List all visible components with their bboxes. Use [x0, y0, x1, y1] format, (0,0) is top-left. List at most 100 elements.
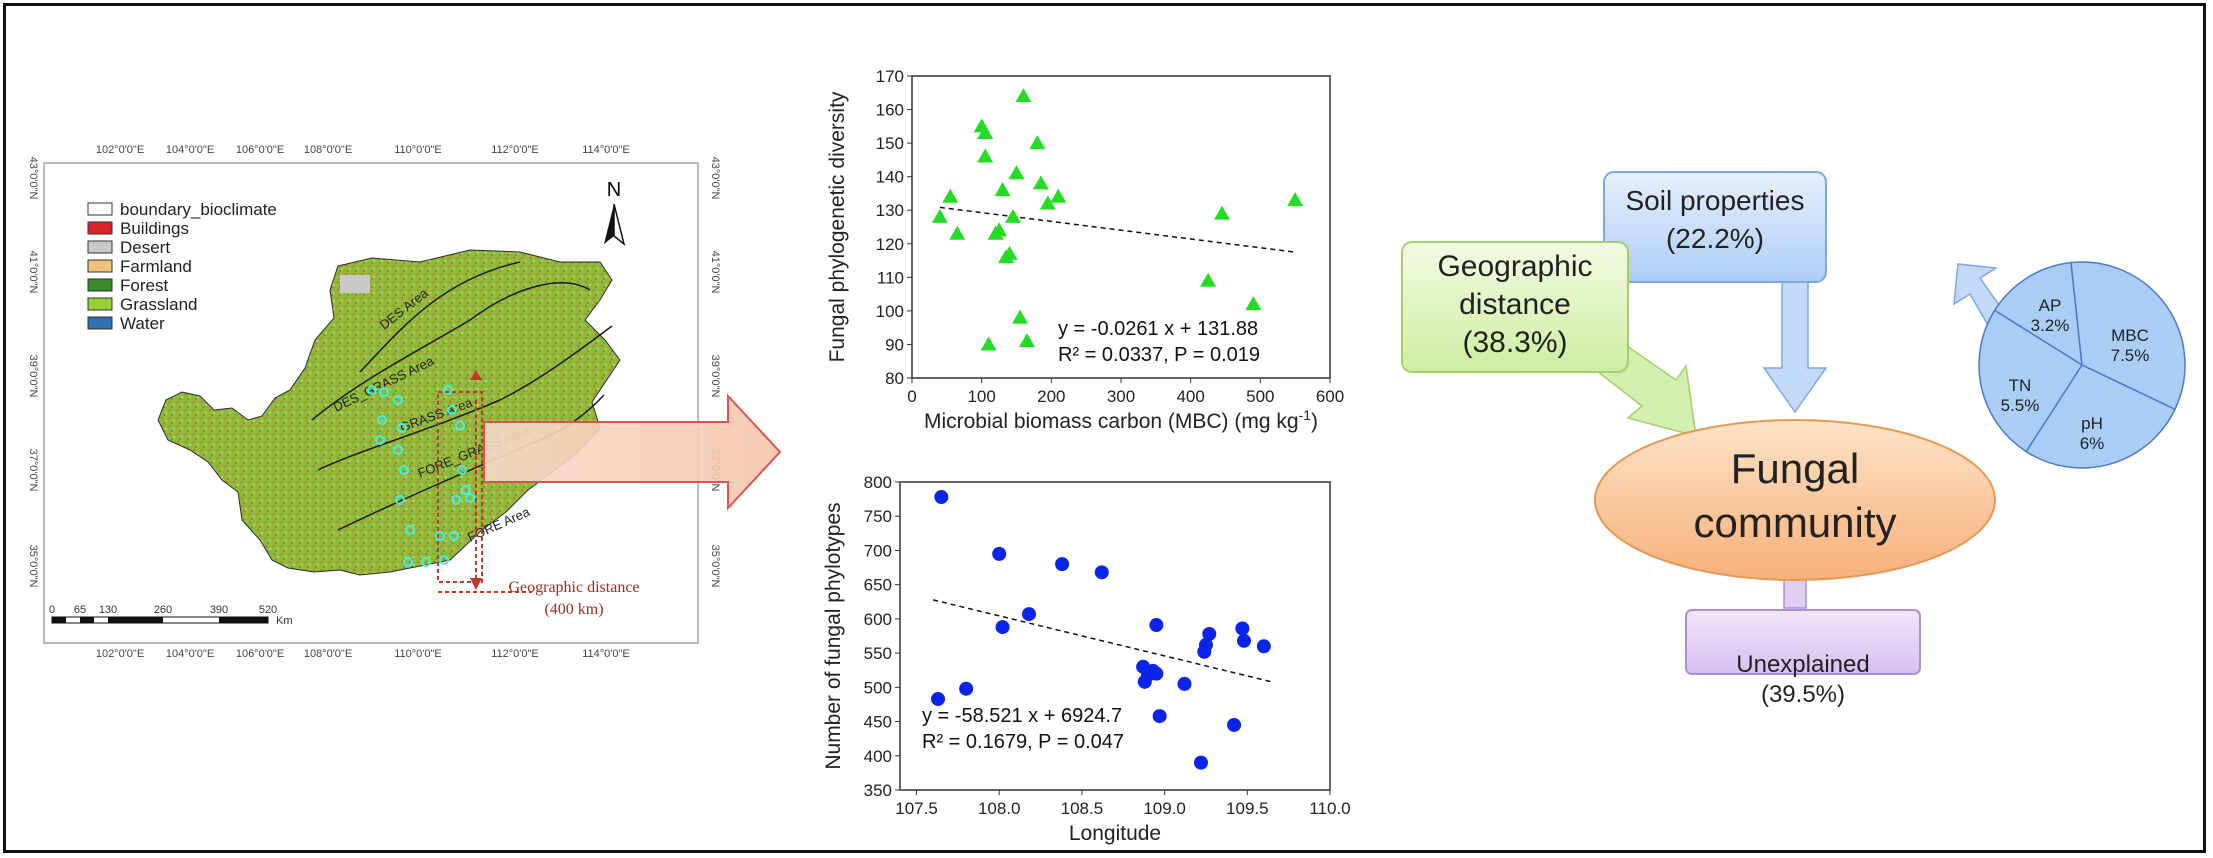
fungal-community-ellipse	[1594, 419, 1996, 581]
arrow-up-icon	[470, 370, 482, 380]
right-tick: 35°0'0"N	[709, 545, 721, 588]
y-tick-label: 130	[876, 201, 904, 220]
y-tick-label: 600	[864, 610, 892, 629]
right-tick: 41°0'0"N	[709, 251, 721, 294]
data-point	[980, 336, 997, 351]
data-point	[1015, 88, 1032, 103]
x-axis-label: Microbial biomass carbon (MBC) (mg kg-1)	[924, 407, 1318, 433]
data-point	[1055, 557, 1070, 572]
geo-value: (38.3%)	[1462, 326, 1568, 359]
top-tick: 104°0'0"E	[166, 144, 214, 156]
y-tick-label: 140	[876, 168, 904, 187]
x-axis-label-main: Microbial biomass carbon (MBC) (mg kg	[924, 410, 1299, 433]
x-tick-label: 600	[1316, 387, 1344, 406]
geo-title: Geographic	[1437, 250, 1593, 283]
pie-slice	[2025, 364, 2176, 469]
y-tick-label: 100	[876, 302, 904, 321]
plot-area	[899, 481, 1331, 791]
x-axis-label: Longitude	[1069, 822, 1161, 845]
y-tick-label: 90	[885, 335, 904, 354]
data-point	[1235, 621, 1250, 636]
legend-swatch	[87, 316, 113, 330]
data-point	[942, 188, 959, 203]
data-point	[1245, 296, 1262, 311]
legend-label: Water	[120, 314, 165, 333]
top-tick: 108°0'0"E	[304, 144, 352, 156]
data-point	[1256, 639, 1271, 654]
data-point	[931, 208, 948, 223]
data-point	[1149, 618, 1164, 633]
legend-swatch	[87, 297, 113, 311]
scale-tick: 130	[99, 604, 117, 616]
data-point	[931, 691, 946, 706]
regression-stats: R² = 0.0337, P = 0.019	[1058, 344, 1260, 366]
y-axis-label: Number of fungal phylotypes	[822, 502, 845, 769]
data-point	[1214, 205, 1231, 220]
regression-stats: R² = 0.1679, P = 0.047	[922, 731, 1124, 753]
data-point	[995, 620, 1010, 635]
y-tick-label: 650	[864, 576, 892, 595]
legend-label: Forest	[120, 276, 168, 295]
x-tick-label: 500	[1246, 387, 1274, 406]
data-point	[1194, 755, 1208, 770]
y-tick-label: 700	[864, 541, 892, 560]
scale-tick: 0	[49, 604, 55, 616]
trend-line	[939, 206, 1296, 253]
unexplained-value: (39.5%)	[1760, 681, 1846, 708]
scale-tick: 520	[259, 604, 277, 616]
y-tick-label: 170	[876, 67, 904, 86]
regression-equation: y = -0.0261 x + 131.88	[1058, 318, 1258, 340]
x-tick-label: 100	[967, 387, 995, 406]
x-axis-label-end: )	[1311, 410, 1318, 433]
data-point	[1032, 175, 1049, 190]
legend-swatch	[87, 278, 113, 292]
bottom-tick: 108°0'0"E	[304, 648, 352, 660]
left-tick: 43°0'0"N	[27, 157, 39, 200]
legend-swatch	[87, 221, 113, 235]
data-point	[991, 222, 1008, 237]
bottom-tick: 104°0'0"E	[166, 648, 214, 660]
north-label: N	[607, 179, 621, 201]
fungal-text: Fungal community	[1595, 442, 1995, 550]
pie-label: AP	[2039, 296, 2062, 315]
data-point	[1029, 135, 1046, 150]
y-tick-label: 150	[876, 134, 904, 153]
scale-unit: Km	[276, 615, 293, 627]
pie-value: 5.5%	[2001, 396, 2040, 415]
scale-tick: 390	[210, 604, 228, 616]
data-point	[1149, 666, 1164, 681]
bottom-tick: 114°0'0"E	[582, 648, 630, 660]
y-tick-label: 750	[864, 507, 892, 526]
data-point	[1011, 309, 1028, 324]
left-tick: 37°0'0"N	[27, 449, 39, 492]
data-point	[992, 546, 1007, 561]
data-point	[1227, 717, 1242, 732]
fungal-line-1: Fungal	[1730, 445, 1860, 492]
legend-label: Desert	[120, 238, 170, 257]
geo-box-text: Geographic distance (38.3%)	[1402, 248, 1628, 362]
data-point	[1200, 272, 1217, 287]
y-tick-label: 80	[885, 369, 904, 388]
bottom-tick: 112°0'0"E	[491, 648, 539, 660]
y-axis-label: Fungal phylogenetic diversity	[826, 91, 849, 362]
x-tick-label: 108.5	[1061, 799, 1104, 818]
geo-distance-value: (400 km)	[544, 601, 603, 618]
left-tick: 39°0'0"N	[27, 355, 39, 398]
x-axis-label-main: Longitude	[1069, 822, 1161, 845]
data-point	[1237, 633, 1251, 648]
scale-tick: 260	[154, 604, 172, 616]
pie-label: TN	[2009, 376, 2032, 395]
unexplained-text: Unexplained (39.5%)	[1686, 650, 1920, 710]
right-tick: 39°0'0"N	[709, 355, 721, 398]
pie-value: 7.5%	[2111, 346, 2150, 365]
trend-line	[932, 599, 1273, 683]
x-tick-label: 0	[907, 387, 916, 406]
x-axis-label-sup: -1	[1299, 407, 1312, 423]
data-point	[1094, 565, 1109, 580]
unexplained-box	[1685, 609, 1921, 675]
scale-bar	[51, 616, 269, 624]
pie-label: pH	[2081, 414, 2103, 433]
big-arrow-icon	[483, 393, 782, 511]
data-point	[1018, 333, 1035, 348]
